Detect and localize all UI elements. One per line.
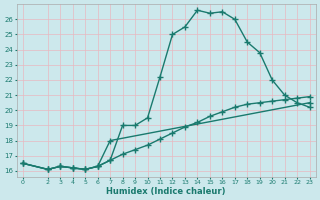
X-axis label: Humidex (Indice chaleur): Humidex (Indice chaleur)	[107, 187, 226, 196]
